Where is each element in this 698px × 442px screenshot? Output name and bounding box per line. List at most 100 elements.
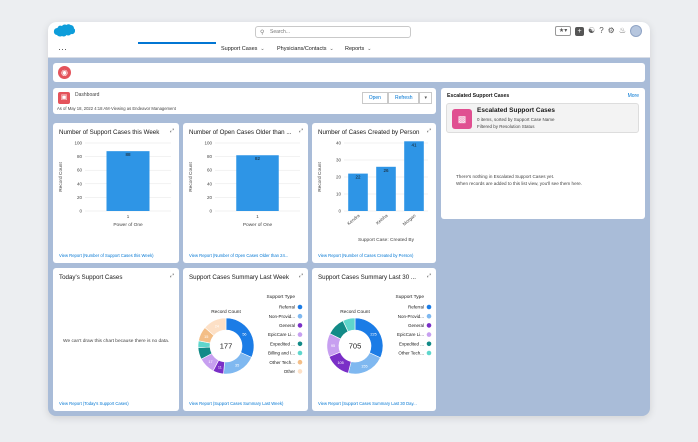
view-report-link[interactable]: View Report (Today's Support Cases) — [59, 401, 129, 406]
view-report-link[interactable]: View Report (Support Cases Summary Last … — [189, 401, 284, 406]
chart-title: Support Cases Summary Last 30 ... — [318, 274, 417, 281]
bar-data-label: 41 — [411, 142, 417, 147]
legend-entry: Non-Provid... — [398, 314, 424, 319]
view-report-link[interactable]: View Report (Number of Cases Created by … — [318, 253, 414, 258]
y-tick-label: 40 — [77, 181, 83, 186]
view-report-link[interactable]: View Report (Number of Support Cases thi… — [59, 253, 154, 258]
help-icon[interactable]: ? — [599, 26, 604, 35]
no-data-message: We can't draw this chart because there i… — [63, 339, 170, 344]
dashboard-actions: Open Refresh ▾ — [361, 92, 432, 104]
y-tick-label: 20 — [336, 175, 342, 180]
x-tick-label: Kendra — [346, 213, 361, 226]
legend-entry: Non-Provid... — [269, 314, 295, 319]
bar-data-label: 88 — [125, 152, 131, 157]
chart-card-open-cases-older: Number of Open Cases Older than ... ⤢ 0 2… — [183, 123, 308, 263]
favorites-star-icon[interactable]: ★▾ — [555, 26, 572, 36]
legend-entry: Expedited ... — [270, 341, 295, 346]
y-tick-label: 10 — [336, 192, 342, 197]
x-tick-label: 1 — [256, 214, 259, 219]
legend-swatch — [426, 341, 432, 347]
slice-data-label: 105 — [337, 361, 343, 365]
y-tick-label: 0 — [338, 209, 341, 214]
legend-swatch — [297, 313, 303, 319]
bar-chart: 0 10 20 30 40 Record Count 22 Kendra 26 Keisha 41 M… — [317, 141, 428, 243]
donut-slice — [342, 317, 356, 332]
search-placeholder: Search... — [270, 29, 291, 35]
y-tick-label: 100 — [204, 141, 212, 146]
expand-icon[interactable]: ⤢ — [426, 128, 431, 134]
chevron-down-icon[interactable]: ⌄ — [367, 46, 372, 52]
legend-entry: EpicCare Li... — [397, 332, 424, 337]
slice-data-label: 11 — [218, 366, 222, 370]
bar — [404, 141, 424, 211]
tab-support-cases[interactable]: Support Cases ⌄ — [221, 46, 265, 52]
y-tick-label: 0 — [79, 209, 82, 214]
chart-card-support-cases-week: Number of Support Cases this Week ⤢ 0 20 4… — [53, 123, 179, 263]
bar — [348, 173, 368, 211]
y-tick-label: 40 — [207, 181, 213, 186]
legend-swatch — [426, 323, 432, 328]
utility-banner: ◉ — [53, 63, 645, 82]
x-axis-label: Support Case: Created By — [358, 237, 415, 243]
search-icon: ⚲ — [260, 30, 265, 36]
legend-title: Support Type — [396, 294, 425, 300]
y-axis-label: Record Count — [188, 162, 194, 192]
bar — [236, 155, 279, 211]
legend-swatch — [297, 359, 303, 365]
expand-icon[interactable]: ⤢ — [298, 128, 303, 134]
slice-data-label: 35 — [235, 363, 239, 367]
legend-swatch — [297, 350, 303, 356]
expand-icon[interactable]: ⤢ — [426, 273, 431, 279]
chart-card-summary-last-30: Support Cases Summary Last 30 ... ⤢ Reco… — [312, 268, 436, 411]
slice-data-label: 15 — [204, 335, 208, 339]
chevron-down-icon[interactable]: ⌄ — [329, 46, 334, 52]
donut-chart: Record Count 225 155 105 95 705 Support Type Re… — [326, 294, 432, 375]
legend-entry: General — [408, 323, 424, 328]
tab-physicians-contacts[interactable]: Physicians/Contacts ⌄ — [277, 46, 334, 52]
notifications-bell-icon[interactable]: ♨ — [618, 26, 626, 35]
dashboard-header: ▣ Dashboard As of May 18, 2022 4:18 AM·V… — [53, 88, 436, 114]
open-button[interactable]: Open — [361, 92, 388, 104]
dashboard-subtitle: As of May 18, 2022 4:18 AM·Viewing as En… — [57, 106, 176, 111]
app-window: ⚲ Search... ★▾ + ☯ ? ⚙ ♨ ⋯ Support Cases… — [48, 22, 650, 416]
tab-reports[interactable]: Reports ⌄ — [345, 46, 371, 52]
more-link[interactable]: More — [627, 93, 639, 99]
x-axis-label: Power of One — [113, 222, 143, 228]
legend-entry: Expedited ... — [399, 341, 424, 346]
legend-swatch — [426, 313, 432, 319]
global-header: ⚲ Search... ★▾ + ☯ ? ⚙ ♨ — [48, 22, 650, 42]
chevron-down-icon[interactable]: ⌄ — [260, 46, 265, 52]
globe-icon: ◉ — [58, 66, 71, 79]
y-tick-label: 20 — [77, 195, 83, 200]
panel-title: Escalated Support Cases — [447, 93, 510, 99]
search-input[interactable]: ⚲ Search... — [255, 26, 411, 38]
salesforce-logo[interactable] — [53, 24, 75, 39]
legend-swatch — [297, 369, 303, 374]
refresh-button[interactable]: Refresh — [387, 92, 420, 104]
expand-icon[interactable]: ⤢ — [298, 273, 303, 279]
expand-icon[interactable]: ⤢ — [169, 128, 174, 134]
legend-entry: Other Tech... — [398, 351, 424, 356]
chart-title: Number of Cases Created by Person — [318, 129, 420, 136]
app-launcher-grid-icon[interactable]: ⋯ — [58, 44, 67, 54]
active-tab-indicator — [138, 42, 216, 44]
chart-card-summary-last-week: Support Cases Summary Last Week ⤢ Record… — [183, 268, 308, 411]
expand-icon[interactable]: ⤢ — [169, 273, 174, 279]
dashboard-menu-chevron-icon[interactable]: ▾ — [419, 92, 432, 104]
view-report-link[interactable]: View Report (Number of Open Cases Older … — [189, 253, 289, 258]
legend-title: Support Type — [267, 294, 296, 300]
global-actions-plus-icon[interactable]: + — [575, 26, 585, 36]
legend-swatch — [297, 323, 303, 328]
legend-swatch — [297, 332, 303, 337]
escalated-cases-panel: Escalated Support Cases More ▩ Escalated… — [441, 88, 645, 219]
chart-card-today-support-cases: Today's Support Cases ⤢ We can't draw th… — [53, 268, 179, 411]
donut-chart: Record Count 56 35 11 17 15 24 177 Support Type R… — [197, 294, 303, 375]
trailhead-icon[interactable]: ☯ — [588, 26, 596, 35]
user-avatar[interactable] — [630, 25, 642, 37]
empty-state-line2: When records are added to this list view… — [456, 181, 582, 186]
view-report-link[interactable]: View Report (Support Cases Summary Last … — [318, 401, 417, 406]
header-icons: ★▾ + ☯ ? ⚙ ♨ — [555, 25, 642, 37]
setup-gear-icon[interactable]: ⚙ — [607, 26, 615, 35]
list-view-title[interactable]: Escalated Support Cases — [477, 107, 556, 114]
legend-entry: Billing and I... — [268, 351, 295, 356]
